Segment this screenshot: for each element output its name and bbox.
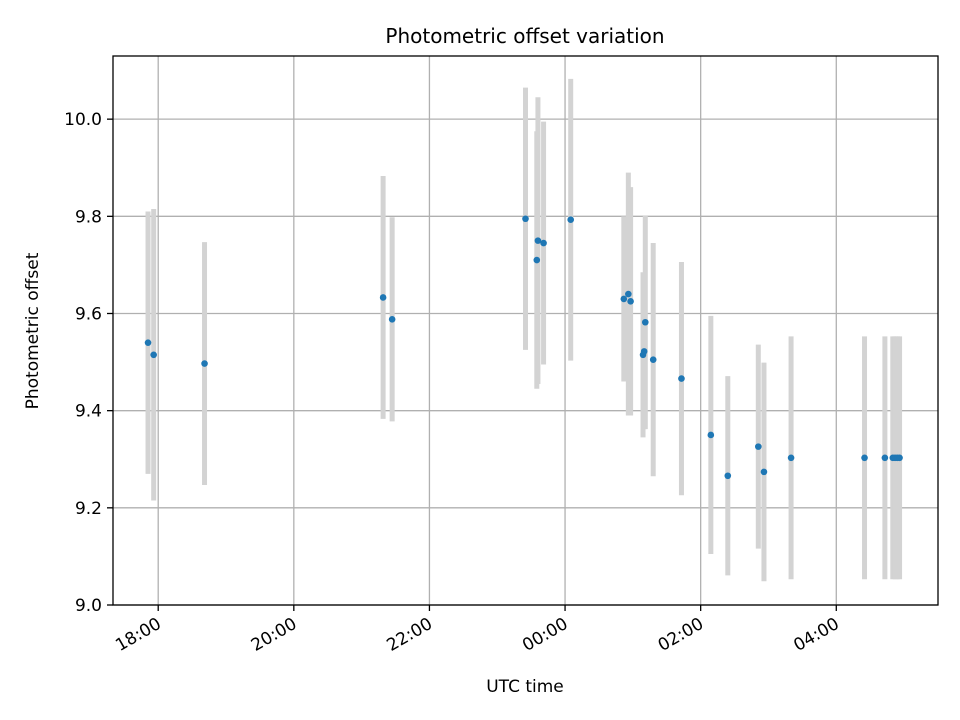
y-tick-label: 9.4 <box>75 402 102 422</box>
x-axis: 18:00 20:00 22:00 00:00 02:00 04:00 <box>112 605 843 656</box>
y-tick-label: 9.2 <box>75 499 102 519</box>
y-tick-label: 10.0 <box>64 110 102 130</box>
data-point <box>724 472 732 480</box>
data-point <box>787 454 795 462</box>
data-point <box>861 454 868 462</box>
y-axis-label: Photometric offset <box>23 252 43 409</box>
y-tick-label: 9.6 <box>75 304 102 324</box>
x-tick-label: 18:00 <box>112 614 164 656</box>
error-bars <box>145 78 903 582</box>
y-tick-label: 9.8 <box>75 207 102 227</box>
plot-area <box>112 55 939 606</box>
data-point <box>534 237 542 244</box>
data-point <box>627 298 634 305</box>
data-point <box>760 468 768 476</box>
data-point <box>649 356 657 363</box>
data-point <box>678 375 685 382</box>
x-tick-label: 00:00 <box>519 614 571 656</box>
data-point <box>755 443 762 450</box>
data-point <box>144 339 152 346</box>
data-point <box>379 294 387 301</box>
data-point <box>881 454 889 462</box>
y-tick-label: 9.0 <box>75 596 102 616</box>
data-point <box>707 431 715 439</box>
data-point <box>567 216 575 224</box>
x-tick-label: 04:00 <box>790 614 842 656</box>
data-point <box>620 295 628 303</box>
data-points <box>144 215 903 480</box>
chart-title: Photometric offset variation <box>385 24 664 48</box>
y-axis: 9.0 9.2 9.4 9.6 9.8 10.0 <box>64 110 113 616</box>
x-tick-label: 20:00 <box>248 614 300 656</box>
x-axis-label: UTC time <box>486 677 564 697</box>
data-point <box>201 360 208 367</box>
x-tick-label: 22:00 <box>384 614 436 656</box>
data-point <box>388 316 396 323</box>
data-point <box>522 215 529 223</box>
data-point <box>533 256 541 264</box>
data-point <box>896 454 903 462</box>
data-point <box>150 351 157 359</box>
data-point <box>641 318 649 326</box>
x-tick-label: 02:00 <box>655 614 707 656</box>
data-point <box>540 239 547 247</box>
data-point <box>625 290 632 298</box>
data-point <box>640 348 648 355</box>
